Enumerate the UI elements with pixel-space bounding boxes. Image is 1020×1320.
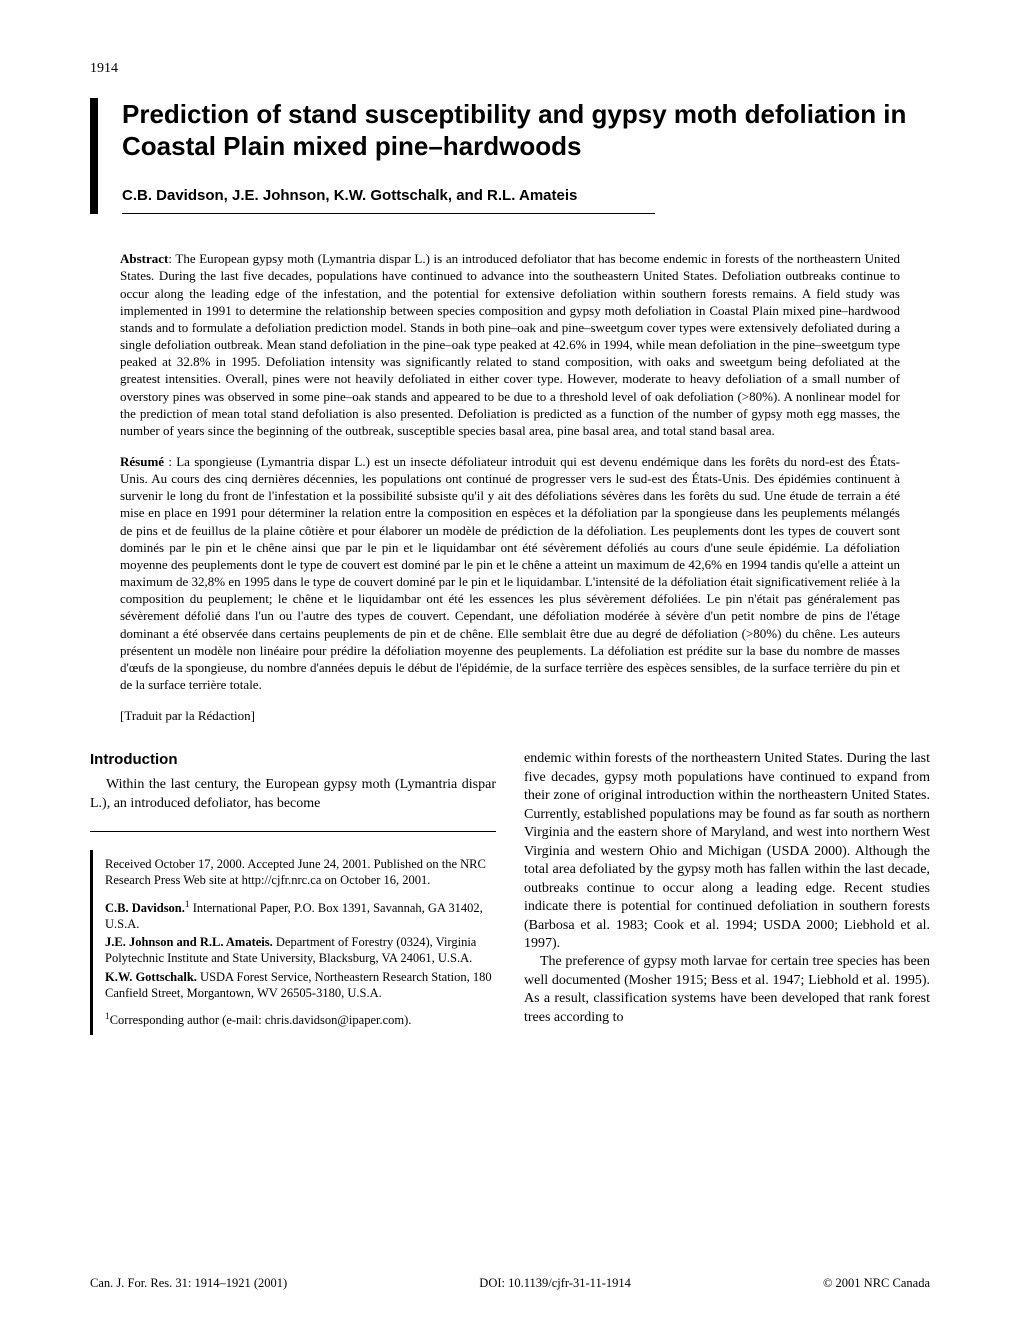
page-number: 1914 bbox=[90, 60, 930, 78]
resume-text: : La spongieuse (Lymantria dispar L.) es… bbox=[120, 454, 900, 692]
author-affil-gottschalk: K.W. Gottschalk. USDA Forest Service, No… bbox=[105, 969, 496, 1002]
author-affil-davidson: C.B. Davidson.1 International Paper, P.O… bbox=[105, 899, 496, 933]
received-line: Received October 17, 2000. Accepted June… bbox=[105, 856, 496, 889]
author-affil-johnson: J.E. Johnson and R.L. Amateis. Departmen… bbox=[105, 934, 496, 967]
abstract-label: Abstract bbox=[120, 251, 168, 266]
info-box-top-rule bbox=[90, 831, 496, 832]
introduction-heading: Introduction bbox=[90, 750, 496, 770]
left-column: Introduction Within the last century, th… bbox=[90, 750, 496, 1034]
translation-note: [Traduit par la Rédaction] bbox=[120, 707, 900, 724]
corresponding-author: 1Corresponding author (e-mail: chris.dav… bbox=[105, 1011, 496, 1028]
body-columns: Introduction Within the last century, th… bbox=[90, 750, 930, 1034]
col2-para2: The preference of gypsy moth larvae for … bbox=[524, 953, 930, 1027]
footer-copyright: © 2001 NRC Canada bbox=[823, 1276, 930, 1292]
abstract-text: : The European gypsy moth (Lymantria dis… bbox=[120, 251, 900, 438]
resume-label: Résumé bbox=[120, 454, 164, 469]
abstract-fr: Résumé : La spongieuse (Lymantria dispar… bbox=[120, 453, 900, 693]
abstract-en: Abstract: The European gypsy moth (Lyman… bbox=[120, 250, 900, 439]
page-footer: Can. J. For. Res. 31: 1914–1921 (2001) D… bbox=[90, 1276, 930, 1292]
title-block: Prediction of stand susceptibility and g… bbox=[90, 98, 930, 215]
right-column: endemic within forests of the northeaste… bbox=[524, 750, 930, 1034]
article-info-box: Received October 17, 2000. Accepted June… bbox=[90, 850, 496, 1035]
footer-doi: DOI: 10.1139/cjfr-31-11-1914 bbox=[479, 1276, 631, 1292]
footer-citation: Can. J. For. Res. 31: 1914–1921 (2001) bbox=[90, 1276, 287, 1292]
intro-para-left: Within the last century, the European gy… bbox=[90, 776, 496, 813]
authors-rule bbox=[122, 213, 655, 214]
abstract-block: Abstract: The European gypsy moth (Lyman… bbox=[120, 250, 900, 724]
col2-para1: endemic within forests of the northeaste… bbox=[524, 750, 930, 953]
article-title: Prediction of stand susceptibility and g… bbox=[122, 98, 930, 163]
authors-line: C.B. Davidson, J.E. Johnson, K.W. Gottsc… bbox=[122, 187, 930, 206]
